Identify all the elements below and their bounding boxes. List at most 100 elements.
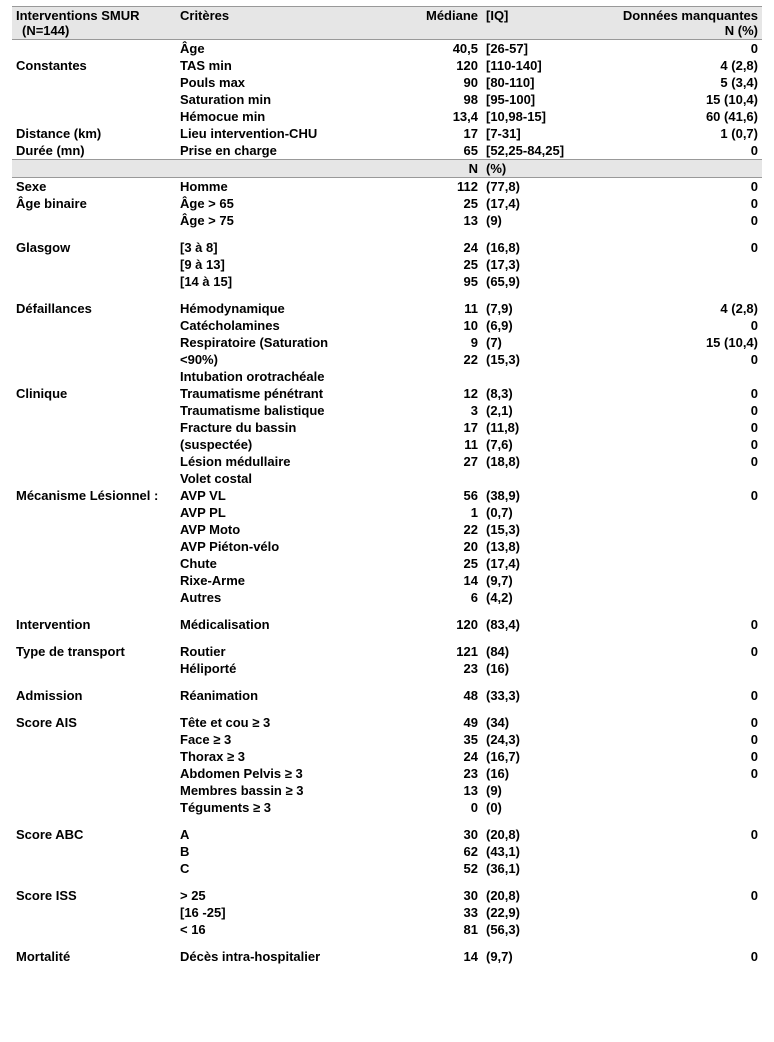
category-cell: [12, 470, 176, 487]
category-cell: [12, 921, 176, 938]
criteria-cell: [9 à 13]: [176, 256, 404, 273]
n-cell: 56: [404, 487, 482, 504]
category-cell: Type de transport: [12, 643, 176, 660]
category-cell: Sexe: [12, 178, 176, 196]
criteria-cell: > 25: [176, 887, 404, 904]
category-cell: [12, 765, 176, 782]
pct-cell: (15,3): [482, 351, 610, 368]
category-cell: Intervention: [12, 616, 176, 633]
pct-cell: (17,4): [482, 555, 610, 572]
category-cell: [12, 436, 176, 453]
median-cell: 120: [404, 57, 482, 74]
header-missing: Données manquantes N (%): [610, 7, 762, 40]
spacer-cell: [12, 633, 762, 643]
table-row: Glasgow[3 à 8]24(16,8)0: [12, 239, 762, 256]
pct-cell: (6,9): [482, 317, 610, 334]
table-row: (suspectée)11(7,6)0: [12, 436, 762, 453]
category-cell: [12, 74, 176, 91]
n-cell: 13: [404, 782, 482, 799]
criteria-cell: Routier: [176, 643, 404, 660]
n-cell: 12: [404, 385, 482, 402]
criteria-cell: [3 à 8]: [176, 239, 404, 256]
header-col5-l2: N (%): [725, 23, 758, 38]
pct-cell: (16): [482, 660, 610, 677]
n-cell: 25: [404, 256, 482, 273]
table-row: Hémocue min13,4[10,98-15]60 (41,6): [12, 108, 762, 125]
n-cell: 20: [404, 538, 482, 555]
table-row: Respiratoire (Saturation9(7)15 (10,4): [12, 334, 762, 351]
spacer-row: [12, 606, 762, 616]
spacer-cell: [12, 938, 762, 948]
table-row: Mécanisme Lésionnel :AVP VL56(38,9)0: [12, 487, 762, 504]
category-cell: Score ISS: [12, 887, 176, 904]
missing-cell: [610, 589, 762, 606]
category-cell: [12, 660, 176, 677]
spacer-row: [12, 704, 762, 714]
spacer-cell: [12, 677, 762, 687]
table-row: Intubation orotrachéale: [12, 368, 762, 385]
table-row: Pouls max90[80-110]5 (3,4): [12, 74, 762, 91]
pct-cell: (18,8): [482, 453, 610, 470]
header-col5-l1: Données manquantes: [623, 8, 758, 23]
criteria-cell: AVP Moto: [176, 521, 404, 538]
criteria-cell: Autres: [176, 589, 404, 606]
pct-cell: (7,6): [482, 436, 610, 453]
spacer-cell: [12, 877, 762, 887]
pct-cell: (77,8): [482, 178, 610, 196]
pct-cell: (20,8): [482, 826, 610, 843]
median-cell: 98: [404, 91, 482, 108]
n-cell: 27: [404, 453, 482, 470]
table-row: Rixe-Arme14(9,7): [12, 572, 762, 589]
table-row: Traumatisme balistique3(2,1)0: [12, 402, 762, 419]
criteria-cell: A: [176, 826, 404, 843]
criteria-cell: C: [176, 860, 404, 877]
category-cell: [12, 860, 176, 877]
iq-cell: [10,98-15]: [482, 108, 610, 125]
pct-cell: (38,9): [482, 487, 610, 504]
criteria-cell: Face ≥ 3: [176, 731, 404, 748]
n-cell: 14: [404, 572, 482, 589]
table-row: Score ISS> 2530(20,8)0: [12, 887, 762, 904]
pct-cell: (83,4): [482, 616, 610, 633]
pct-cell: (16,8): [482, 239, 610, 256]
category-cell: [12, 731, 176, 748]
category-cell: [12, 843, 176, 860]
iq-cell: [26-57]: [482, 40, 610, 58]
missing-cell: [610, 368, 762, 385]
iq-cell: [110-140]: [482, 57, 610, 74]
pct-cell: (2,1): [482, 402, 610, 419]
category-cell: Score ABC: [12, 826, 176, 843]
table-row: Volet costal: [12, 470, 762, 487]
missing-cell: [610, 521, 762, 538]
spacer-cell: [12, 606, 762, 616]
missing-cell: 0: [610, 643, 762, 660]
spacer-row: [12, 677, 762, 687]
missing-cell: [610, 860, 762, 877]
table-row: [14 à 15]95(65,9): [12, 273, 762, 290]
missing-cell: 15 (10,4): [610, 91, 762, 108]
subhead-empty: [12, 160, 176, 178]
table-row: Distance (km)Lieu intervention-CHU17[7-3…: [12, 125, 762, 142]
criteria-cell: Âge > 75: [176, 212, 404, 229]
missing-cell: 0: [610, 765, 762, 782]
table-row: ConstantesTAS min120[110-140]4 (2,8): [12, 57, 762, 74]
missing-cell: 0: [610, 687, 762, 704]
missing-cell: [610, 572, 762, 589]
pct-cell: (33,3): [482, 687, 610, 704]
category-cell: Distance (km): [12, 125, 176, 142]
criteria-cell: <90%): [176, 351, 404, 368]
category-cell: [12, 572, 176, 589]
pct-cell: [482, 470, 610, 487]
criteria-cell: Tête et cou ≥ 3: [176, 714, 404, 731]
subhead-empty: [176, 160, 404, 178]
missing-cell: 0: [610, 239, 762, 256]
table-row: AdmissionRéanimation48(33,3)0: [12, 687, 762, 704]
n-cell: 30: [404, 887, 482, 904]
n-cell: 11: [404, 300, 482, 317]
n-cell: 24: [404, 748, 482, 765]
pct-cell: (8,3): [482, 385, 610, 402]
table-row: Catécholamines10(6,9)0: [12, 317, 762, 334]
category-cell: [12, 317, 176, 334]
missing-cell: 0: [610, 616, 762, 633]
pct-cell: (0): [482, 799, 610, 816]
